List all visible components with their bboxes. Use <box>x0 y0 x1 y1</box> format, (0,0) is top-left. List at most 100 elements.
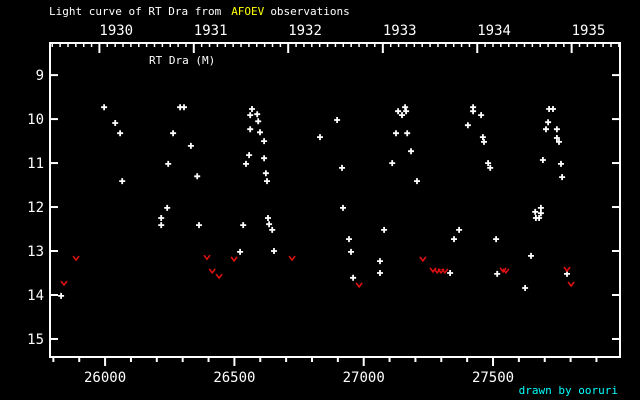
data-point <box>243 160 249 167</box>
data-point <box>539 157 546 163</box>
data-point <box>493 236 500 243</box>
data-point <box>271 248 277 254</box>
data-point <box>112 120 119 126</box>
data-point <box>494 270 501 277</box>
y-axis-label: 12 <box>27 200 44 216</box>
limit-marker <box>502 268 510 275</box>
data-point <box>528 252 534 259</box>
data-point <box>451 236 457 243</box>
data-point <box>464 122 471 129</box>
y-axis-label: 14 <box>27 288 44 304</box>
data-point <box>339 164 345 171</box>
data-point <box>532 208 539 215</box>
data-point <box>558 160 564 167</box>
data-point <box>101 104 108 111</box>
data-point <box>545 119 552 126</box>
limit-marker <box>563 266 571 273</box>
data-point <box>553 126 560 133</box>
y-axis-label: 15 <box>27 332 44 348</box>
data-point <box>381 226 388 233</box>
data-point <box>249 106 255 112</box>
data-point <box>119 178 126 185</box>
year-label: 1930 <box>99 23 133 39</box>
data-point <box>522 285 529 291</box>
data-point <box>543 126 549 133</box>
data-point <box>237 248 244 255</box>
data-point <box>414 178 420 185</box>
data-point <box>246 152 253 159</box>
credit-text: drawn by ooruri <box>518 384 618 397</box>
data-point <box>485 160 492 167</box>
data-point <box>537 210 544 217</box>
data-point <box>399 112 405 119</box>
data-point <box>478 112 485 119</box>
data-point <box>170 130 177 137</box>
x-axis-label: 27500 <box>472 370 514 386</box>
data-point <box>247 126 254 133</box>
limit-marker <box>499 267 507 274</box>
x-axis-label: 27000 <box>343 370 385 386</box>
data-point <box>264 178 270 185</box>
data-point <box>377 270 383 276</box>
data-point <box>165 160 172 167</box>
limit-marker <box>567 281 575 288</box>
x-axis-label: 26000 <box>84 370 126 386</box>
data-point <box>164 204 171 211</box>
limit-marker <box>230 256 238 263</box>
data-point <box>158 222 165 229</box>
data-point <box>240 222 247 229</box>
data-point <box>317 134 323 141</box>
data-point <box>537 204 544 211</box>
chart-title-afoev: AFOEV <box>231 5 265 18</box>
limit-marker <box>355 282 363 289</box>
y-axis-label: 13 <box>27 244 44 260</box>
data-point <box>403 108 410 115</box>
year-label: 1933 <box>383 23 417 39</box>
data-point <box>194 173 201 180</box>
data-point <box>257 129 263 136</box>
data-point <box>481 138 487 145</box>
data-point <box>187 142 194 149</box>
data-point <box>58 292 65 299</box>
data-point <box>334 117 341 123</box>
data-point <box>393 130 399 137</box>
data-point <box>550 106 556 112</box>
data-point <box>262 170 269 177</box>
limit-marker <box>419 256 427 263</box>
data-point <box>266 221 273 228</box>
data-point <box>456 226 463 233</box>
data-point <box>348 248 354 255</box>
series-label: RT Dra (M) <box>149 54 216 67</box>
year-label: 1934 <box>477 23 511 39</box>
year-label: 1932 <box>288 23 322 39</box>
data-point <box>377 258 383 265</box>
data-point <box>470 108 477 115</box>
limit-marker <box>60 280 68 287</box>
data-point <box>158 215 165 221</box>
limit-marker <box>441 268 449 275</box>
year-label: 1935 <box>572 23 606 39</box>
y-axis-label: 11 <box>27 156 44 172</box>
limit-marker <box>288 255 296 262</box>
chart-title-part1: Light curve of RT Dra from <box>49 5 222 18</box>
data-point <box>479 134 486 141</box>
data-point <box>487 164 494 171</box>
limit-marker <box>203 254 211 261</box>
x-axis-label: 26500 <box>213 370 255 386</box>
year-label: 1931 <box>194 23 228 39</box>
data-point <box>408 148 414 155</box>
data-point <box>265 215 271 221</box>
y-axis-label: 9 <box>36 68 44 84</box>
plot-frame <box>49 42 621 358</box>
data-point <box>261 155 268 162</box>
data-point <box>556 138 562 145</box>
data-point <box>254 111 261 118</box>
data-point <box>402 104 409 111</box>
limit-marker <box>215 273 223 280</box>
data-point <box>117 130 124 137</box>
chart-title: Light curve of RT Dra from AFOEV observati… <box>49 5 350 18</box>
data-point <box>553 135 560 141</box>
data-point <box>395 108 402 115</box>
